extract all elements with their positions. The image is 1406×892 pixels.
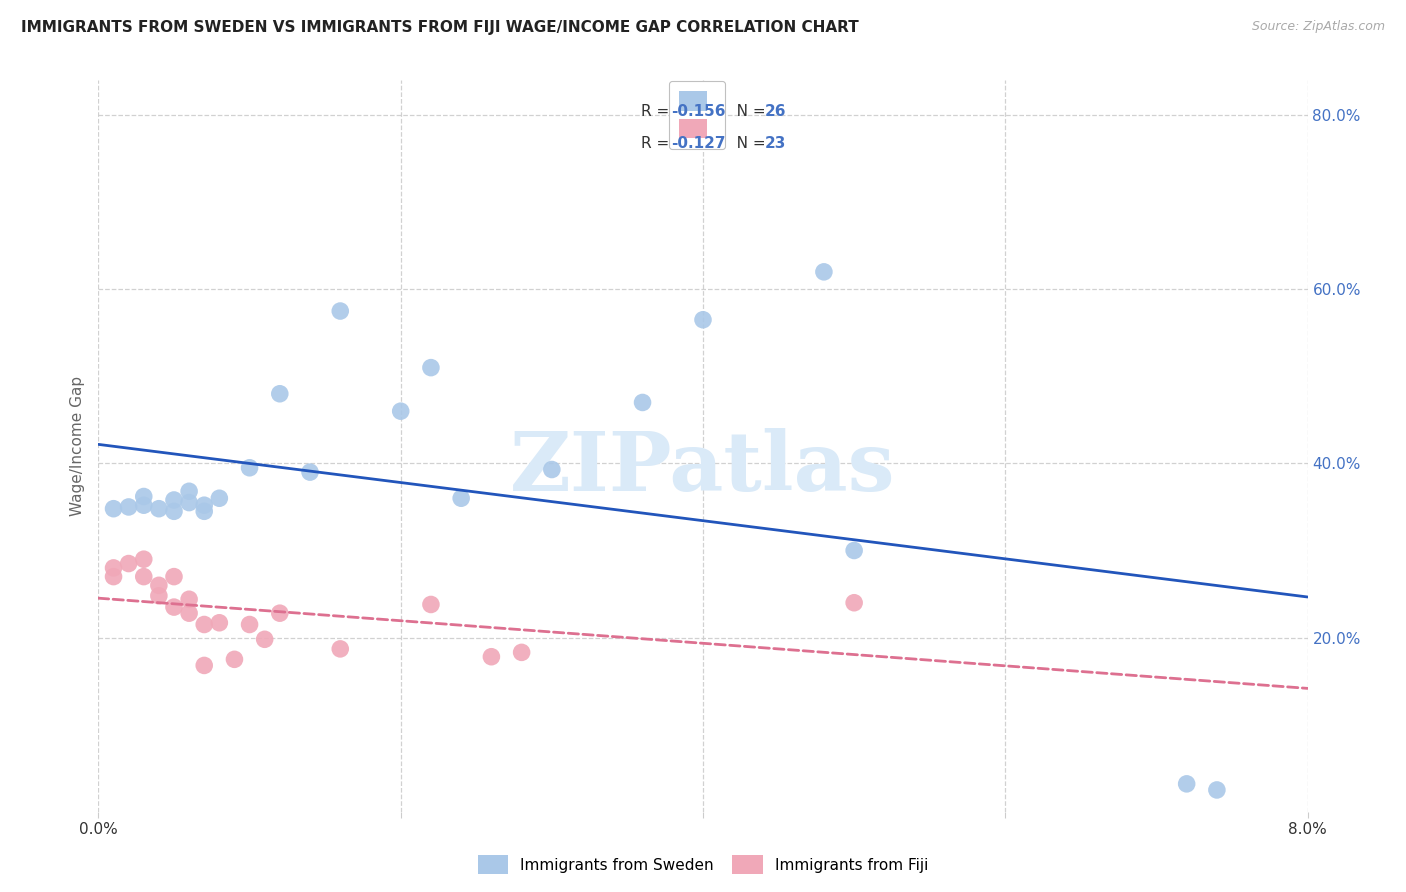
Text: R =: R = [641, 104, 675, 120]
Point [179, 606, 201, 620]
Point [118, 500, 141, 514]
Point [193, 504, 215, 518]
Text: -0.156: -0.156 [672, 104, 725, 120]
Text: N =: N = [723, 104, 770, 120]
Point [193, 658, 215, 673]
Point [239, 460, 262, 475]
Text: 26: 26 [765, 104, 786, 120]
Point [179, 592, 201, 607]
Point [844, 596, 866, 610]
Point [1175, 777, 1198, 791]
Text: Source: ZipAtlas.com: Source: ZipAtlas.com [1251, 20, 1385, 33]
Point [813, 265, 835, 279]
Point [208, 491, 231, 506]
Point [269, 386, 291, 401]
Point [253, 632, 276, 647]
Point [389, 404, 412, 418]
Point [631, 395, 654, 409]
Point [239, 617, 262, 632]
Text: R =: R = [641, 136, 675, 151]
Point [103, 561, 125, 575]
Point [179, 484, 201, 499]
Point [299, 465, 322, 479]
Point [163, 600, 186, 615]
Point [179, 495, 201, 509]
Text: ZIPatlas: ZIPatlas [510, 428, 896, 508]
Y-axis label: Wage/Income Gap: Wage/Income Gap [70, 376, 86, 516]
Point [132, 490, 155, 504]
Legend: , : , [669, 80, 725, 149]
Point [148, 578, 170, 592]
Point [450, 491, 472, 506]
Point [481, 649, 503, 664]
Point [163, 504, 186, 518]
Point [208, 615, 231, 630]
Point [132, 552, 155, 566]
Point [132, 569, 155, 583]
Point [420, 598, 443, 612]
Point [1206, 783, 1229, 797]
Point [540, 462, 562, 476]
Point [510, 645, 533, 659]
Point [329, 304, 352, 318]
Point [103, 569, 125, 583]
Point [193, 498, 215, 512]
Point [224, 652, 246, 666]
Text: IMMIGRANTS FROM SWEDEN VS IMMIGRANTS FROM FIJI WAGE/INCOME GAP CORRELATION CHART: IMMIGRANTS FROM SWEDEN VS IMMIGRANTS FRO… [21, 20, 859, 35]
Point [193, 617, 215, 632]
Point [844, 543, 866, 558]
Point [163, 569, 186, 583]
Text: N =: N = [723, 136, 770, 151]
Point [692, 312, 714, 326]
Point [103, 501, 125, 516]
Point [118, 557, 141, 571]
Point [420, 360, 443, 375]
Text: 23: 23 [765, 136, 786, 151]
Point [269, 606, 291, 620]
Point [163, 493, 186, 508]
Point [132, 498, 155, 512]
Point [148, 589, 170, 603]
Point [329, 641, 352, 656]
Text: -0.127: -0.127 [672, 136, 725, 151]
Point [148, 501, 170, 516]
Legend: Immigrants from Sweden, Immigrants from Fiji: Immigrants from Sweden, Immigrants from … [471, 849, 935, 880]
